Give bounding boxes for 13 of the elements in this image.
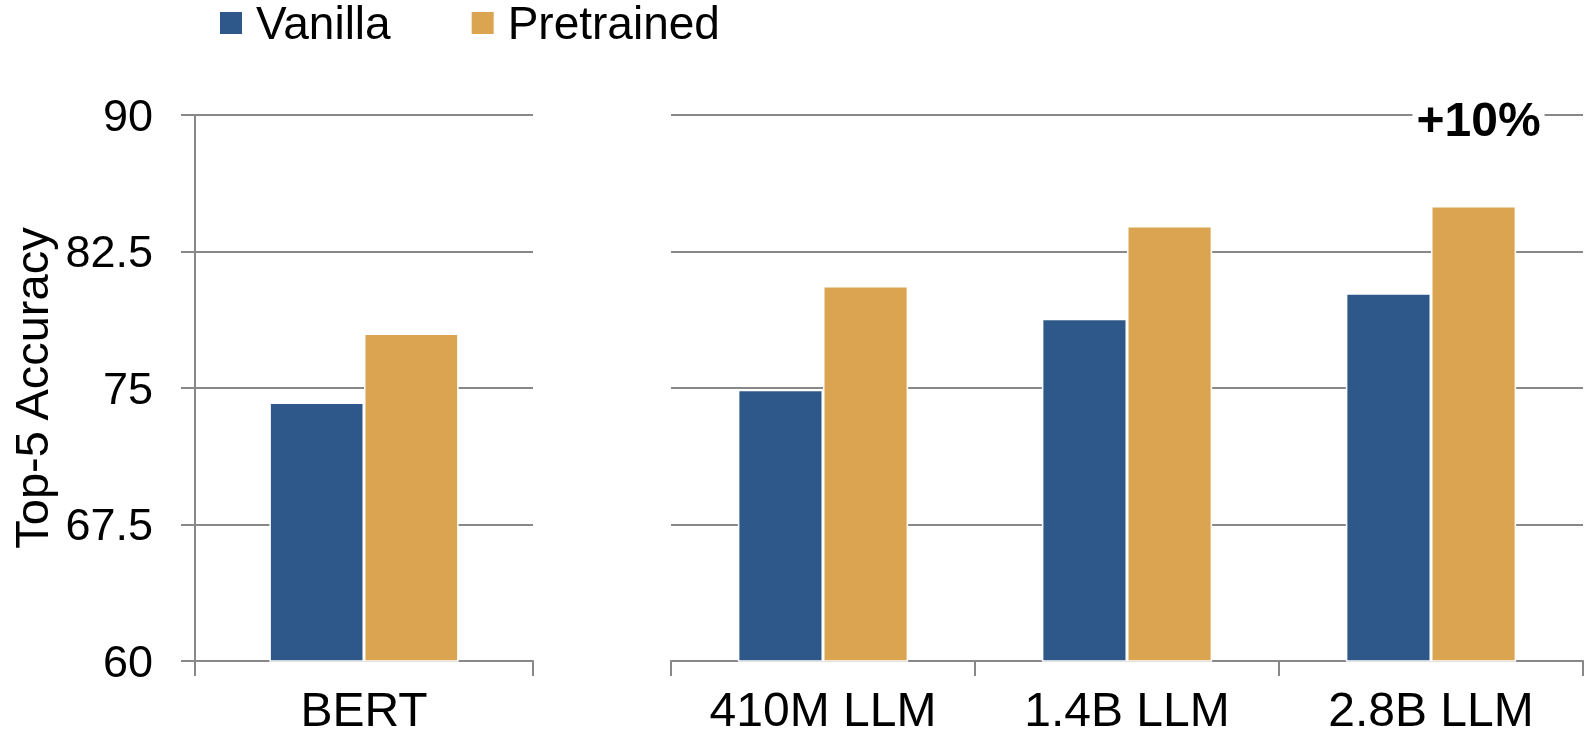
x-tick-label: 1.4B LLM xyxy=(1024,682,1230,735)
x-tick-label: 410M LLM xyxy=(709,682,937,735)
legend-label: Pretrained xyxy=(507,0,720,49)
y-tick-label: 82.5 xyxy=(65,226,153,277)
y-tick-label: 75 xyxy=(102,362,153,414)
annotation: +10% xyxy=(1416,92,1541,146)
y-tick-label: 90 xyxy=(102,89,153,141)
x-tick-label: 2.8B LLM xyxy=(1328,682,1534,735)
x-tick-label: BERT xyxy=(300,682,428,735)
y-axis-title: Top-5 Accuracy xyxy=(5,226,58,549)
y-tick-label: 67.5 xyxy=(65,499,153,550)
y-tick-label: 60 xyxy=(102,635,153,687)
legend-label: Vanilla xyxy=(256,0,392,49)
